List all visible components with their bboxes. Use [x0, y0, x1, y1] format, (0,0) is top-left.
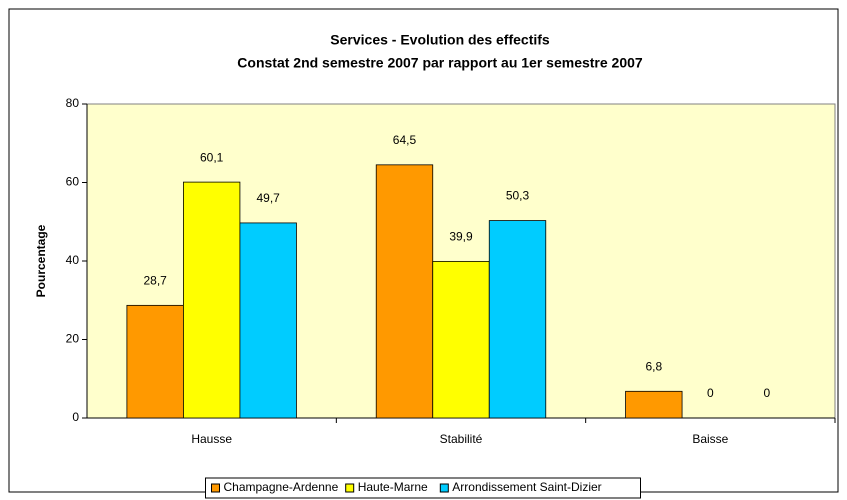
value-label: 64,5 — [393, 133, 417, 147]
chart-title: Services - Evolution des effectifs — [330, 32, 550, 48]
legend-box — [205, 477, 641, 499]
value-label: 50,3 — [506, 189, 530, 203]
value-label: 28,7 — [143, 274, 167, 288]
chart-subtitle: Constat 2nd semestre 2007 par rapport au… — [237, 55, 643, 71]
value-label: 6,8 — [645, 359, 662, 373]
bar — [625, 390, 683, 419]
value-label: 0 — [707, 386, 714, 400]
y-tick-label: 80 — [66, 96, 80, 110]
value-label: 49,7 — [257, 191, 281, 205]
y-tick-label: 20 — [66, 332, 80, 346]
x-tick-label: Hausse — [191, 432, 232, 446]
bar — [432, 260, 490, 419]
x-tick-label: Stabilité — [440, 432, 483, 446]
legend-swatch — [439, 483, 449, 493]
y-tick-label: 0 — [72, 410, 79, 424]
y-axis-label: Pourcentage — [34, 224, 48, 297]
legend-label: Haute-Marne — [358, 480, 428, 494]
x-tick-label: Baisse — [692, 432, 728, 446]
bar — [488, 220, 547, 419]
legend-swatch — [345, 483, 355, 493]
legend-swatch — [211, 483, 220, 493]
legend-label: Arrondissement Saint-Dizier — [452, 480, 601, 494]
legend-label: Champagne-Ardenne — [224, 480, 339, 494]
value-label: 60,1 — [200, 150, 224, 164]
bar — [126, 304, 184, 419]
y-tick-label: 40 — [66, 253, 80, 267]
bar — [239, 222, 297, 419]
y-tick-label: 60 — [66, 175, 80, 189]
bar — [375, 164, 434, 419]
value-label: 0 — [764, 386, 771, 400]
bar — [183, 181, 241, 419]
value-label: 39,9 — [449, 230, 473, 244]
